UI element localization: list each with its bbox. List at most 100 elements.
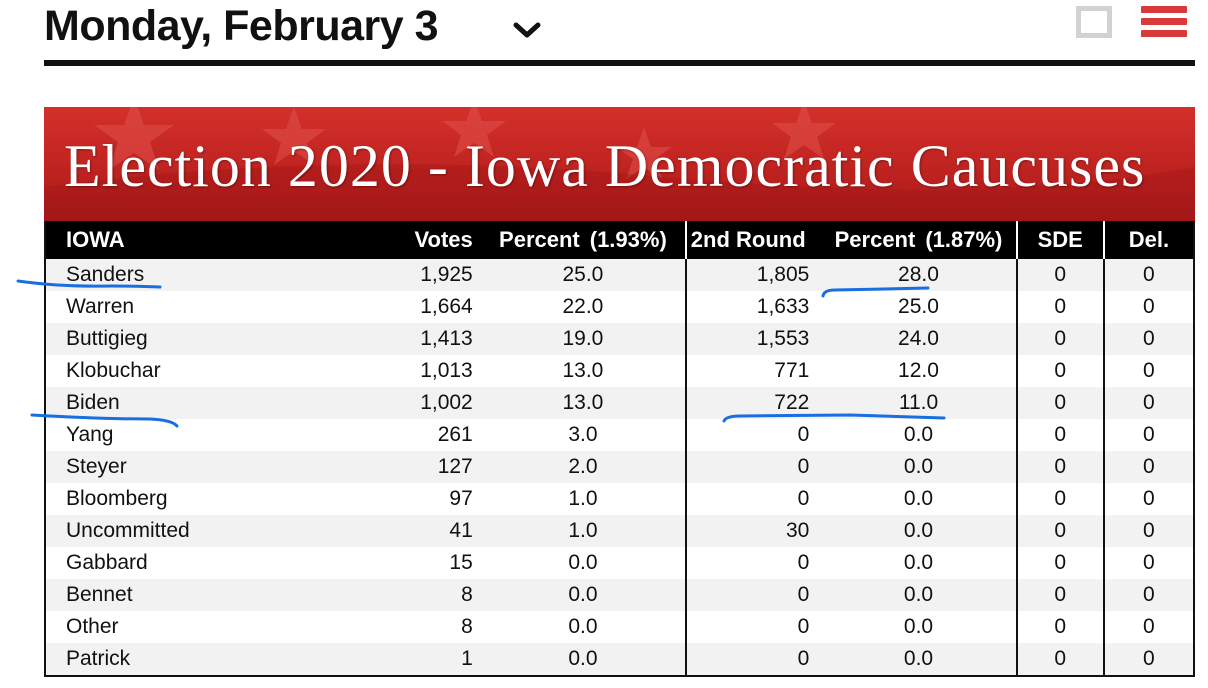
header-2nd-round: 2nd Round [685,221,822,259]
header-percent-reporting: (1.93%) [589,227,667,252]
round2-percent-cell: 0.0 [821,643,1017,676]
candidate-name: Other [45,611,316,643]
results-table: IOWA Votes Percent (1.93%) 2nd Round Perc… [44,221,1195,677]
delegates-cell: 0 [1102,515,1194,547]
round2-percent-cell: 0.0 [821,451,1017,483]
percent-cell: 25.0 [480,259,687,291]
sde-cell: 0 [1015,643,1104,676]
header-percent2: Percent (1.87%) [821,221,1017,259]
round2-percent-cell: 12.0 [821,355,1017,387]
table-row: Yang 261 3.0 0 0.0 0 0 [45,419,1194,451]
candidate-name: Sanders [45,259,316,291]
round2-votes-cell: 0 [685,579,822,611]
sde-cell: 0 [1015,515,1104,547]
candidate-name: Patrick [45,643,316,676]
round2-percent-cell: 11.0 [821,387,1017,419]
table-row: Steyer 127 2.0 0 0.0 0 0 [45,451,1194,483]
percent-cell: 1.0 [480,483,687,515]
votes-cell: 15 [315,547,481,579]
header-percent-label: Percent [499,227,580,252]
delegates-cell: 0 [1102,419,1194,451]
sde-cell: 0 [1015,323,1104,355]
header-iowa: IOWA [45,221,316,259]
round2-votes-cell: 0 [685,483,822,515]
percent-cell: 0.0 [480,547,687,579]
round2-percent-cell: 0.0 [821,483,1017,515]
round2-percent-cell: 28.0 [821,259,1017,291]
candidate-name: Bennet [45,579,316,611]
delegates-cell: 0 [1102,483,1194,515]
header-percent2-reporting: (1.87%) [925,227,1003,252]
table-row: Other 8 0.0 0 0.0 0 0 [45,611,1194,643]
percent-cell: 0.0 [480,643,687,676]
votes-cell: 1,013 [315,355,481,387]
table-row: Patrick 1 0.0 0 0.0 0 0 [45,643,1194,676]
round2-votes-cell: 0 [685,643,822,676]
delegates-cell: 0 [1102,547,1194,579]
sde-cell: 0 [1015,355,1104,387]
table-row: Warren 1,664 22.0 1,633 25.0 0 0 [45,291,1194,323]
round2-votes-cell: 0 [685,611,822,643]
table-row: Uncommitted 41 1.0 30 0.0 0 0 [45,515,1194,547]
candidate-name: Uncommitted [45,515,316,547]
header-votes: Votes [315,221,481,259]
percent-cell: 3.0 [480,419,687,451]
round2-votes-cell: 1,553 [685,323,822,355]
table-row: Buttigieg 1,413 19.0 1,553 24.0 0 0 [45,323,1194,355]
delegates-cell: 0 [1102,643,1194,676]
banner-title: Election 2020 - Iowa Democratic Caucuses [64,133,1146,199]
table-row: Sanders 1,925 25.0 1,805 28.0 0 0 [45,259,1194,291]
candidate-name: Steyer [45,451,316,483]
top-bar: Monday, February 3 [44,0,1195,66]
percent-cell: 0.0 [480,579,687,611]
round2-percent-cell: 0.0 [821,515,1017,547]
delegates-cell: 0 [1102,579,1194,611]
chevron-down-icon[interactable] [512,20,542,40]
votes-cell: 1,664 [315,291,481,323]
header-sde: SDE [1015,221,1104,259]
table-header-row: IOWA Votes Percent (1.93%) 2nd Round Perc… [45,221,1194,259]
percent-cell: 22.0 [480,291,687,323]
round2-percent-cell: 0.0 [821,611,1017,643]
round2-votes-cell: 0 [685,419,822,451]
votes-cell: 1 [315,643,481,676]
candidate-name: Bloomberg [45,483,316,515]
percent-cell: 19.0 [480,323,687,355]
round2-percent-cell: 0.0 [821,579,1017,611]
header-percent: Percent (1.93%) [480,221,687,259]
delegates-cell: 0 [1102,355,1194,387]
table-row: Gabbard 15 0.0 0 0.0 0 0 [45,547,1194,579]
round2-percent-cell: 25.0 [821,291,1017,323]
hamburger-menu-icon[interactable] [1141,6,1187,44]
table-row: Klobuchar 1,013 13.0 771 12.0 0 0 [45,355,1194,387]
header-del: Del. [1102,221,1194,259]
round2-votes-cell: 1,633 [685,291,822,323]
square-icon[interactable] [1076,6,1112,38]
header-divider [44,60,1195,66]
votes-cell: 127 [315,451,481,483]
table-row: Bennet 8 0.0 0 0.0 0 0 [45,579,1194,611]
delegates-cell: 0 [1102,451,1194,483]
delegates-cell: 0 [1102,323,1194,355]
percent-cell: 2.0 [480,451,687,483]
votes-cell: 8 [315,611,481,643]
header-percent2-label: Percent [834,227,916,252]
sde-cell: 0 [1015,387,1104,419]
sde-cell: 0 [1015,419,1104,451]
sde-cell: 0 [1015,259,1104,291]
sde-cell: 0 [1015,579,1104,611]
round2-votes-cell: 0 [685,547,822,579]
sde-cell: 0 [1015,483,1104,515]
date-title[interactable]: Monday, February 3 [44,2,439,50]
delegates-cell: 0 [1102,387,1194,419]
stars-decoration-icon [44,107,1195,221]
sde-cell: 0 [1015,451,1104,483]
delegates-cell: 0 [1102,259,1194,291]
votes-cell: 261 [315,419,481,451]
votes-cell: 1,413 [315,323,481,355]
sde-cell: 0 [1015,611,1104,643]
round2-votes-cell: 0 [685,451,822,483]
round2-votes-cell: 30 [685,515,822,547]
round2-votes-cell: 722 [685,387,822,419]
votes-cell: 41 [315,515,481,547]
